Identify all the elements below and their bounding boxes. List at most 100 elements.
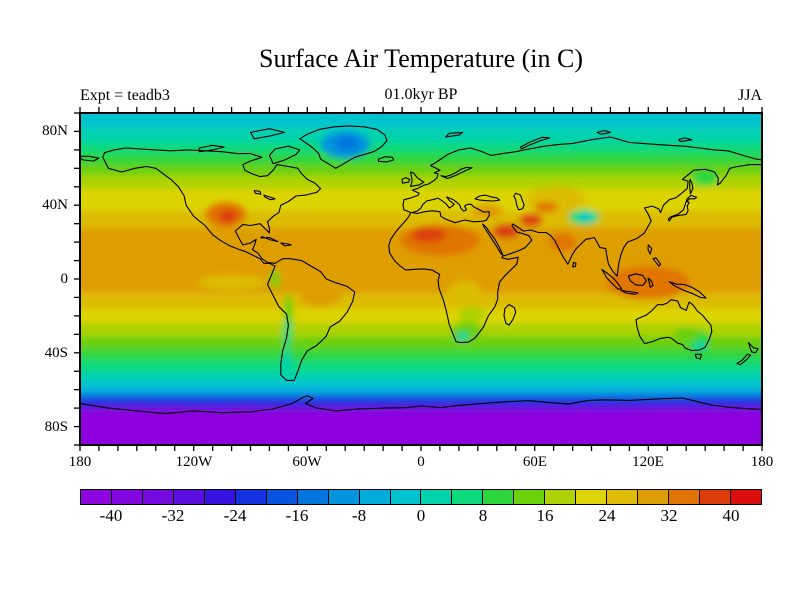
coastline (667, 194, 698, 222)
colorbar-cell (296, 490, 328, 504)
colorbar-tick-label: 24 (598, 506, 616, 525)
zonal-band (80, 336, 762, 350)
colorbar-tick-label: -24 (223, 506, 247, 525)
coastline (572, 261, 577, 268)
colorbar-tick-label: 16 (536, 506, 554, 525)
world-temperature-map (74, 107, 763, 451)
anomaly-sahara-core (411, 227, 446, 243)
colorbar-cell (265, 490, 297, 504)
colorbar-cell (482, 490, 514, 504)
coastline (388, 136, 762, 344)
lat-tick-label: 0 (60, 271, 69, 287)
zonal-band (80, 113, 762, 128)
zonal-band (80, 164, 762, 176)
colorbar-cell (203, 490, 235, 504)
lon-tick-label: 180 (750, 454, 774, 470)
colorbar-cell (575, 490, 607, 504)
coastline (410, 171, 425, 187)
anomaly-tibet-core (578, 213, 594, 221)
zonal-band (80, 402, 762, 408)
coastline (377, 156, 395, 163)
season-label: JJA (737, 87, 762, 104)
coastline (519, 136, 551, 150)
coastline (513, 192, 525, 211)
zonal-band (80, 349, 762, 361)
anomaly-brazil-warm (299, 284, 342, 307)
colorbar-tick-label: 0 (416, 506, 426, 525)
colorbar-cell (172, 490, 204, 504)
colorbar-cell (110, 490, 142, 504)
zonal-band (80, 142, 762, 154)
coastline (102, 147, 356, 381)
anomaly-andes-cool-north (270, 269, 280, 289)
colorbar-cell (327, 490, 359, 504)
anomaly-anatolia-warm (472, 203, 503, 219)
colorbar-tick-label: -8 (351, 506, 367, 525)
colorbar-cell (358, 490, 390, 504)
coastline (482, 223, 504, 256)
coastline (620, 289, 639, 295)
anomaly-zambezi-green (458, 306, 486, 322)
lat-tick-label: 40N (42, 197, 68, 213)
coastline (652, 257, 662, 267)
colorbar-tick-label: -40 (99, 506, 123, 525)
lon-tick-label: 60W (292, 454, 322, 470)
colorbar-tick-label: 8 (478, 506, 488, 525)
zonal-band (80, 411, 762, 445)
coastline (80, 155, 100, 162)
colorbar-cell (234, 490, 266, 504)
coastline (401, 177, 411, 184)
colorbar-cell (668, 490, 700, 504)
anomaly-south-africa-cyan (457, 333, 467, 341)
colorbar-cell (451, 490, 483, 504)
plot-title: Surface Air Temperature (in C) (258, 44, 584, 73)
zonal-band (80, 210, 762, 228)
axis-ticks (74, 107, 763, 451)
zonal-band (80, 393, 762, 398)
coastline (601, 268, 623, 290)
colorbar-cell (730, 490, 761, 504)
colorbar (80, 489, 762, 505)
lon-tick-label: 0 (417, 454, 425, 470)
coastline (253, 189, 262, 195)
coastline (678, 137, 693, 143)
anomaly-indonesia-warm (606, 266, 690, 300)
coastline (503, 303, 517, 326)
coastline (440, 166, 473, 180)
colorbar-tick-label: -16 (285, 506, 309, 525)
colorbar-cell (544, 490, 576, 504)
coastline (736, 353, 752, 366)
coastline (249, 128, 286, 140)
coastline (647, 277, 654, 288)
zonal-band (80, 407, 762, 412)
coastline (635, 299, 713, 352)
colorbar-cell (389, 490, 421, 504)
lat-tick-label: 80N (42, 123, 68, 139)
anomaly-okhotsk-cool (691, 169, 719, 186)
lat-tick-label: 80S (44, 419, 68, 435)
anomaly-congo-yellow (447, 280, 482, 303)
colorbar-tick-label: -32 (161, 506, 185, 525)
lon-tick-label: 120W (175, 454, 213, 470)
coastline (268, 145, 301, 165)
coastline (410, 196, 490, 224)
colorbar-cell (141, 490, 173, 504)
zonal-band (80, 188, 762, 211)
lat-tick-label: 40S (44, 345, 68, 361)
zonal-band (80, 380, 762, 388)
colorbar-cell (637, 490, 669, 504)
coastline (668, 281, 707, 299)
colorbar-cell (513, 490, 545, 504)
coastline (280, 242, 292, 247)
anomaly-india-warm (549, 232, 577, 252)
coastline (689, 178, 694, 195)
colorbar-cell (81, 490, 111, 504)
zonal-band (80, 387, 762, 394)
map-frame (79, 112, 763, 446)
anomaly-greenland-core (335, 136, 359, 151)
coastline (596, 129, 611, 135)
anomaly-australia-green (674, 326, 698, 342)
anomaly-central-asia-core (534, 201, 558, 213)
zonal-band (80, 360, 762, 372)
coastline (80, 395, 762, 415)
